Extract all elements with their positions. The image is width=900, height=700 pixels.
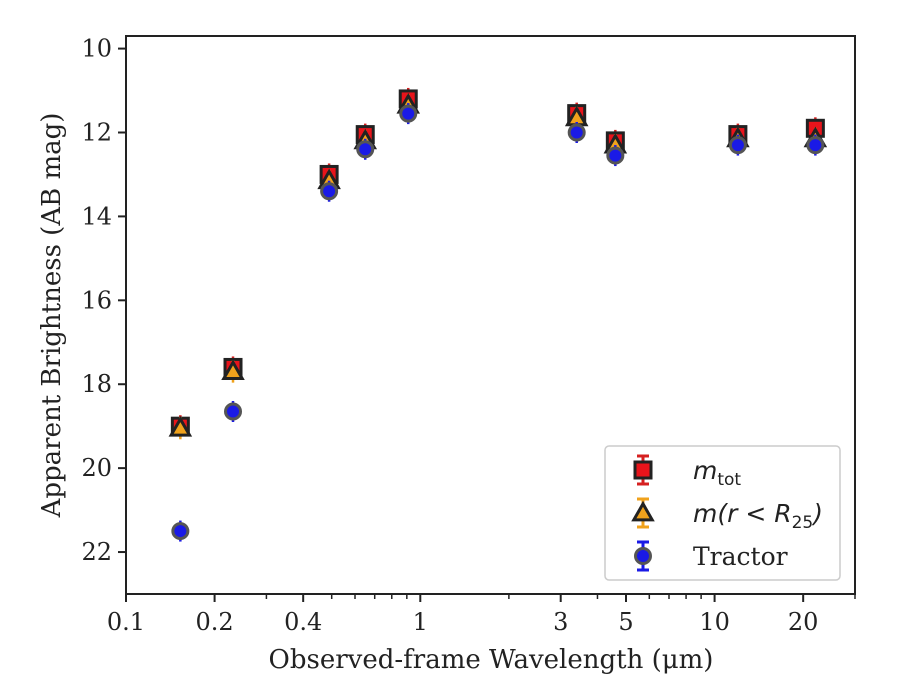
- legend-label-suffix-1: ): [811, 499, 823, 528]
- series-2-point-3: [356, 140, 375, 159]
- legend-marker-0: [633, 460, 653, 480]
- x-tick-label-3: 1: [413, 608, 428, 636]
- x-tick-label-4: 3: [553, 608, 568, 636]
- legend-label-main-2: Tractor: [693, 542, 788, 571]
- x-tick-label-5: 5: [618, 608, 633, 636]
- data-marks: [168, 87, 828, 542]
- x-tick-label-2: 0.4: [284, 608, 322, 636]
- legend-label-main-1: m(r < R: [693, 499, 792, 528]
- series-2-point-5: [567, 123, 586, 142]
- legend-label-2: Tractor: [693, 542, 788, 571]
- legend-label-sub-1: 25: [792, 513, 814, 533]
- series-1-point-0: [168, 416, 193, 437]
- series-2-point-1: [224, 402, 243, 421]
- plot-frame: [125, 35, 856, 595]
- legend-label-main-0: m: [693, 456, 717, 485]
- y-tick-label-2: 14: [81, 202, 112, 230]
- y-tick-label-6: 22: [81, 538, 112, 566]
- legend-box: [604, 445, 841, 581]
- y-tick-label-1: 12: [81, 118, 112, 146]
- series-2-point-8: [806, 136, 825, 155]
- legend-label-1: m(r < R25): [693, 499, 823, 533]
- legend-label-sub-0: tot: [717, 470, 741, 490]
- x-tick-label-7: 20: [788, 608, 819, 636]
- legend: mtot m(r < R25) Tractor: [604, 445, 841, 581]
- y-axis-label: Apparent Brightness (AB mag): [37, 113, 67, 519]
- legend-label-0: mtot: [693, 456, 741, 490]
- series-2-point-6: [606, 146, 625, 165]
- series-2-point-2: [320, 182, 339, 201]
- axes: 10 12 14 16 18 20 22 0.1 0.2 0.4 1 3 5 10 20: [81, 35, 856, 636]
- x-axis-label: Observed-frame Wavelength (μm): [269, 645, 714, 675]
- series-1-point-1: [221, 359, 245, 381]
- x-tick-label-1: 0.2: [196, 608, 234, 636]
- y-tick-label-5: 20: [81, 454, 112, 482]
- legend-marker-2: [634, 547, 652, 565]
- series-2-point-0: [171, 522, 190, 541]
- legend-marker-1: [631, 500, 655, 522]
- x-tick-label-0: 0.1: [107, 608, 145, 636]
- x-tick-label-6: 10: [699, 608, 730, 636]
- y-tick-label-4: 18: [81, 370, 112, 398]
- y-tick-label-3: 16: [81, 286, 112, 314]
- series-2-point-7: [728, 136, 747, 155]
- y-tick-label-0: 10: [81, 35, 112, 63]
- series-2-point-4: [399, 104, 418, 123]
